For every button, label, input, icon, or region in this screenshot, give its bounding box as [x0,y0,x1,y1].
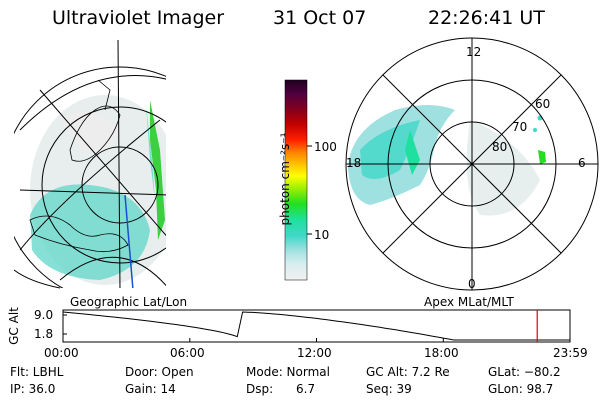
mlat-label-80: 80 [492,140,508,154]
status-dsp-label: Dsp: [246,382,274,396]
map-limb-edge [13,269,61,289]
altitude-ytick-min: 1.8 [34,327,54,341]
image-time: 22:26:41 UT [428,7,545,29]
mlt-label-0: 0 [468,277,476,291]
colorbar-tick-label-10: 10 [314,228,330,242]
mlt-label-6: 6 [578,156,586,170]
image-date: 31 Oct 07 [273,7,367,29]
status-gain: Gain: 14 [125,382,176,396]
left-panel-caption: Geographic Lat/Lon [70,295,188,309]
status-glat: GLat: −80.2 [488,365,561,379]
altitude-ylabel: GC Alt [7,307,21,345]
altitude-ytick-max: 9.0 [34,308,54,322]
mlt-label-12: 12 [466,45,482,59]
status-door: Door: Open [125,365,194,379]
polar-grid [345,37,599,291]
geographic-map [14,40,166,288]
colorbar-unit-label: photon cm⁻²s⁻¹ [278,132,292,226]
status-gc-alt: GC Alt: 7.2 Re [366,365,450,379]
mlt-label-18: 18 [346,156,362,170]
altitude-curve [62,311,570,341]
altitude-plot-frame [62,309,571,343]
mlat-label-60: 60 [535,97,551,111]
altitude-xtick-1200: 12:00 [297,346,332,360]
right-panel-caption: Apex MLat/MLT [424,295,514,309]
status-ip: IP: 36.0 [10,382,56,396]
status-filter: Flt: LBHL [10,365,64,379]
status-mode: Mode: Normal [246,365,330,379]
altitude-xtick-0000: 00:00 [44,346,79,360]
altitude-xtick-1800: 18:00 [424,346,459,360]
colorbar-tick-label-100: 100 [314,140,337,154]
status-glon: GLon: 98.7 [488,382,554,396]
mlat-label-70: 70 [512,120,528,134]
instrument-title: Ultraviolet Imager [52,7,225,29]
altitude-xticks [62,314,571,342]
altitude-xtick-0600: 06:00 [170,346,205,360]
status-seq: Seq: 39 [366,382,412,396]
altitude-xtick-2359: 23:59 [553,346,588,360]
color-bar [284,79,308,281]
status-dsp-value: 6.7 [296,382,316,396]
